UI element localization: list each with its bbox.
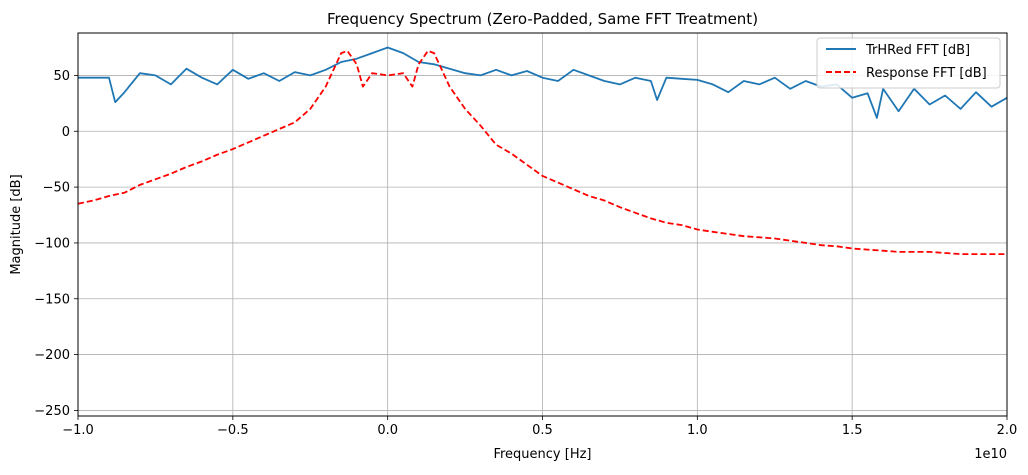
tick-layer: −1.0 −0.5 0.0 0.5 1.0 1.5 2.0 −250 −200 −150 −100 −…	[34, 69, 1017, 438]
y-tick-label: 50	[53, 69, 70, 84]
series-line-trhred	[78, 46, 1008, 119]
grid	[77, 33, 1008, 416]
legend-label-trhred: TrHRed FFT [dB]	[865, 43, 970, 58]
x-tick-label: 0.5	[532, 423, 553, 438]
x-tick-label: −1.0	[62, 423, 94, 438]
y-axis-label: Magnitude [dB]	[9, 174, 24, 274]
legend: TrHRed FFT [dB] Response FFT [dB]	[816, 37, 1001, 89]
y-tick-label: 0	[62, 125, 70, 140]
x-tick-label: −0.5	[217, 423, 249, 438]
y-tick-label: −250	[34, 404, 70, 419]
series-layer	[77, 46, 1008, 256]
x-tick-label: 2.0	[997, 423, 1018, 438]
x-tick-label: 0.0	[377, 423, 398, 438]
legend-box	[816, 37, 1001, 89]
y-tick-label: −50	[43, 181, 70, 196]
y-tick-label: −100	[34, 236, 70, 251]
x-axis-label: Frequency [Hz]	[493, 447, 591, 462]
series-line-response	[77, 50, 1007, 256]
x-offset-label: 1e10	[974, 447, 1007, 462]
y-tick-label: −150	[34, 292, 70, 307]
x-tick-label: 1.0	[687, 423, 708, 438]
chart-title: Frequency Spectrum (Zero-Padded, Same FF…	[327, 10, 758, 28]
y-tick-label: −200	[34, 348, 70, 363]
legend-label-response: Response FFT [dB]	[866, 66, 987, 81]
x-tick-label: 1.5	[842, 423, 863, 438]
